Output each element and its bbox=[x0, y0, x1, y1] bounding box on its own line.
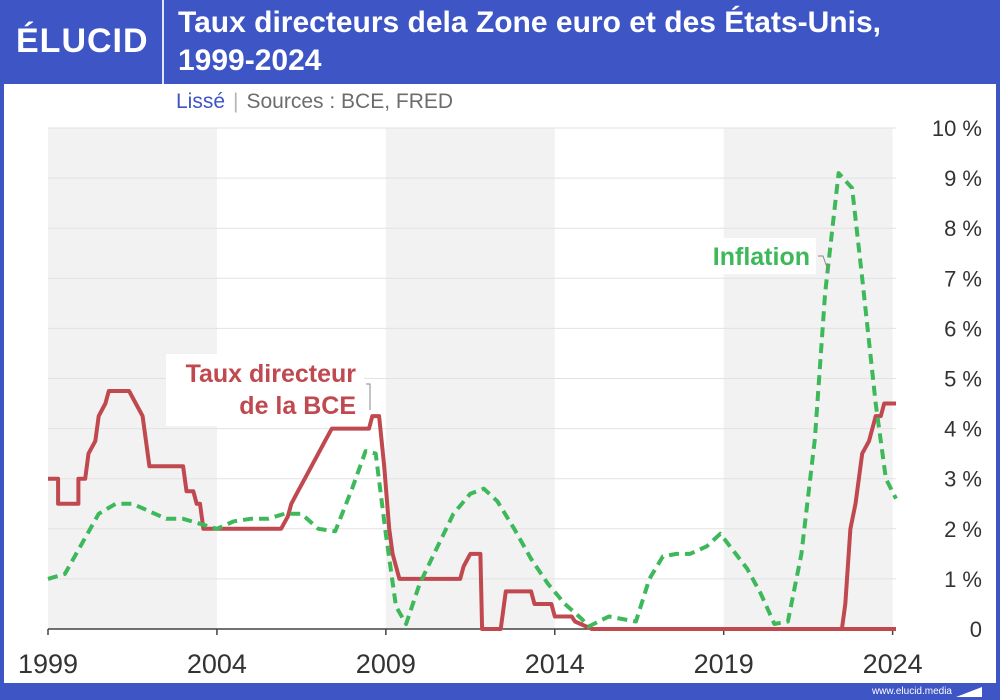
ecb-label-background bbox=[166, 354, 364, 426]
x-tick-label: 2014 bbox=[525, 649, 585, 679]
x-tick-label: 2019 bbox=[694, 649, 754, 679]
y-tick-label: 5 % bbox=[944, 367, 982, 392]
y-tick-label: 6 % bbox=[944, 316, 982, 341]
y-tick-label: 3 % bbox=[944, 467, 982, 492]
footer-url: www.elucid.media bbox=[871, 686, 952, 697]
title-line-1: Taux directeurs dela Zone euro et des Ét… bbox=[178, 6, 881, 39]
ecb-rate-series-line bbox=[825, 401, 896, 631]
subtitle-separator: | bbox=[233, 90, 239, 113]
ecb-series-label: de la BCE bbox=[239, 392, 356, 420]
y-tick-label: 7 % bbox=[944, 266, 982, 291]
chart-title: Taux directeurs dela Zone euro et des Ét… bbox=[178, 4, 978, 80]
inflation-label-background bbox=[700, 238, 816, 274]
y-tick-label: 10 % bbox=[932, 116, 982, 141]
elucid-logo: ÉLUCID bbox=[16, 22, 149, 60]
y-tick-label: 1 % bbox=[944, 567, 982, 592]
y-tick-label: 8 % bbox=[944, 216, 982, 241]
elucid-mark-icon bbox=[956, 687, 982, 697]
x-tick-label: 1999 bbox=[18, 649, 78, 679]
ecb-series-label: Taux directeur bbox=[186, 360, 357, 388]
header-divider bbox=[162, 0, 164, 84]
y-tick-label: 0 bbox=[970, 617, 982, 642]
title-line-2: 1999-2024 bbox=[178, 44, 322, 77]
x-tick-label: 2009 bbox=[356, 649, 416, 679]
x-tick-label: 2024 bbox=[863, 649, 923, 679]
header: ÉLUCID Taux directeurs dela Zone euro et… bbox=[0, 0, 1000, 84]
y-tick-label: 4 % bbox=[944, 417, 982, 442]
subtitle: Lissé | Sources : BCE, FRED bbox=[176, 90, 453, 114]
sources-label: Sources : BCE, FRED bbox=[246, 90, 454, 113]
ecb-label-leader bbox=[366, 383, 371, 410]
y-tick-label: 2 % bbox=[944, 517, 982, 542]
inflation-series-line bbox=[47, 171, 898, 629]
x-tick-label: 2004 bbox=[187, 649, 247, 679]
inflation-series-label: Inflation bbox=[713, 243, 810, 271]
inflation-label-leader bbox=[818, 255, 830, 274]
smoothing-label: Lissé bbox=[176, 90, 226, 113]
y-tick-label: 9 % bbox=[944, 166, 982, 191]
ecb-rate-series-line bbox=[48, 389, 896, 631]
